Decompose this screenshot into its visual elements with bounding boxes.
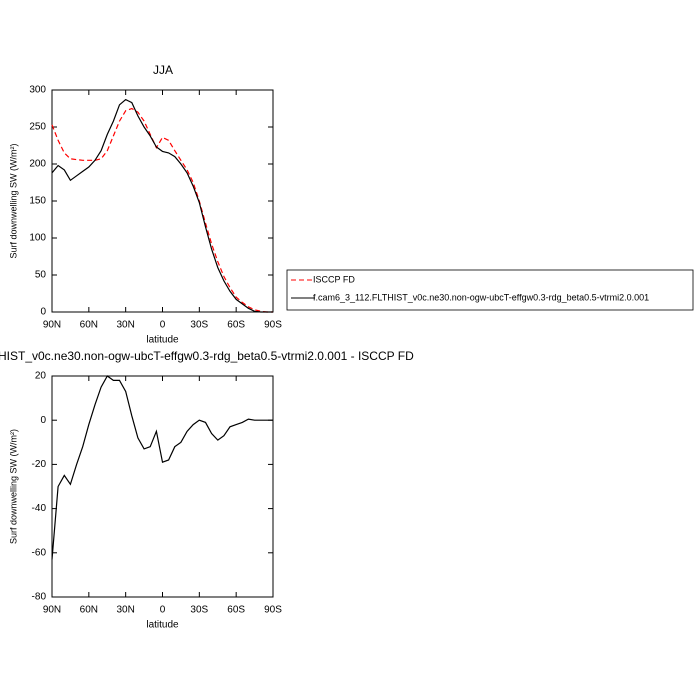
x-tick-label: 30N [116, 320, 134, 331]
plot-frame [51, 375, 274, 598]
y-tick-label: 100 [29, 233, 46, 244]
y-tick-label: 0 [40, 415, 46, 426]
x-tick-label: 30S [190, 320, 208, 331]
x-tick-label: 30S [190, 605, 208, 616]
x-tick-label: 60N [80, 605, 98, 616]
chart-title: JJA [153, 63, 173, 77]
y-tick-label: -80 [32, 592, 47, 603]
x-axis-label: latitude [146, 620, 179, 631]
x-tick-label: 60S [227, 605, 245, 616]
y-tick-label: -40 [32, 503, 47, 514]
legend-label: ISCCP FD [313, 274, 355, 284]
series-line [51, 107, 273, 313]
series-line [51, 375, 273, 560]
y-axis-label: Surf downwelling SW (W/m²) [8, 143, 18, 258]
y-tick-label: 20 [35, 371, 47, 382]
y-tick-label: 200 [29, 159, 46, 170]
y-tick-label: 150 [29, 196, 46, 207]
y-axis-label: Surf downwelling SW (W/m²) [8, 429, 18, 544]
legend-label: f.cam6_3_112.FLTHIST_v0c.ne30.non-ogw-ub… [313, 292, 649, 302]
x-tick-label: 0 [160, 320, 166, 331]
legend-box [286, 269, 694, 311]
x-tick-label: 90S [264, 605, 282, 616]
x-tick-label: 90S [264, 320, 282, 331]
x-tick-label: 90N [43, 320, 61, 331]
y-tick-label: 50 [35, 270, 47, 281]
x-axis-label: latitude [146, 335, 179, 346]
x-tick-label: 90N [43, 605, 61, 616]
plot-frame [51, 89, 274, 313]
y-tick-label: 300 [29, 85, 46, 96]
y-tick-label: -20 [32, 459, 47, 470]
y-tick-label: -60 [32, 547, 47, 558]
y-tick-label: 250 [29, 122, 46, 133]
x-tick-label: 60S [227, 320, 245, 331]
series-line [51, 98, 273, 313]
y-tick-label: 0 [40, 307, 46, 318]
x-tick-label: 60N [80, 320, 98, 331]
x-tick-label: 30N [116, 605, 134, 616]
x-tick-label: 0 [160, 605, 166, 616]
chart-title: HIST_v0c.ne30.non-ogw-ubcT-effgw0.3-rdg_… [0, 349, 414, 363]
